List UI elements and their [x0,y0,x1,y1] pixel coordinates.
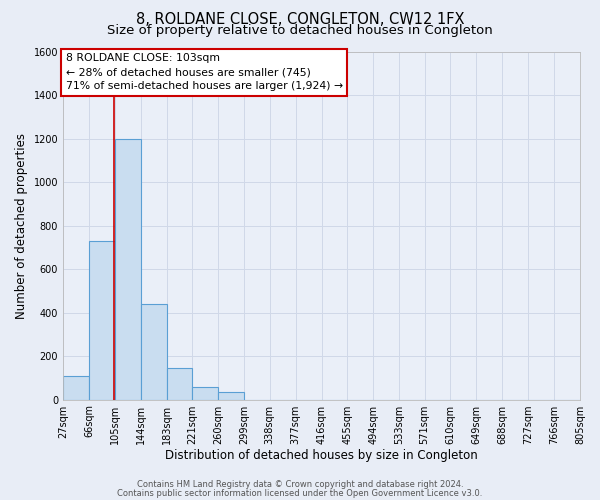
Bar [115,138,141,400]
Y-axis label: Number of detached properties: Number of detached properties [15,132,28,318]
Text: 8 ROLDANE CLOSE: 103sqm
← 28% of detached houses are smaller (745)
71% of semi-d: 8 ROLDANE CLOSE: 103sqm ← 28% of detache… [65,53,343,91]
Text: Size of property relative to detached houses in Congleton: Size of property relative to detached ho… [107,24,493,37]
Text: 8, ROLDANE CLOSE, CONGLETON, CW12 1FX: 8, ROLDANE CLOSE, CONGLETON, CW12 1FX [136,12,464,28]
Bar [63,376,89,400]
Bar [192,386,218,400]
Bar [89,241,115,400]
X-axis label: Distribution of detached houses by size in Congleton: Distribution of detached houses by size … [165,450,478,462]
Text: Contains public sector information licensed under the Open Government Licence v3: Contains public sector information licen… [118,488,482,498]
Bar [167,368,192,400]
Bar [141,304,167,400]
Bar [218,392,244,400]
Text: Contains HM Land Registry data © Crown copyright and database right 2024.: Contains HM Land Registry data © Crown c… [137,480,463,489]
